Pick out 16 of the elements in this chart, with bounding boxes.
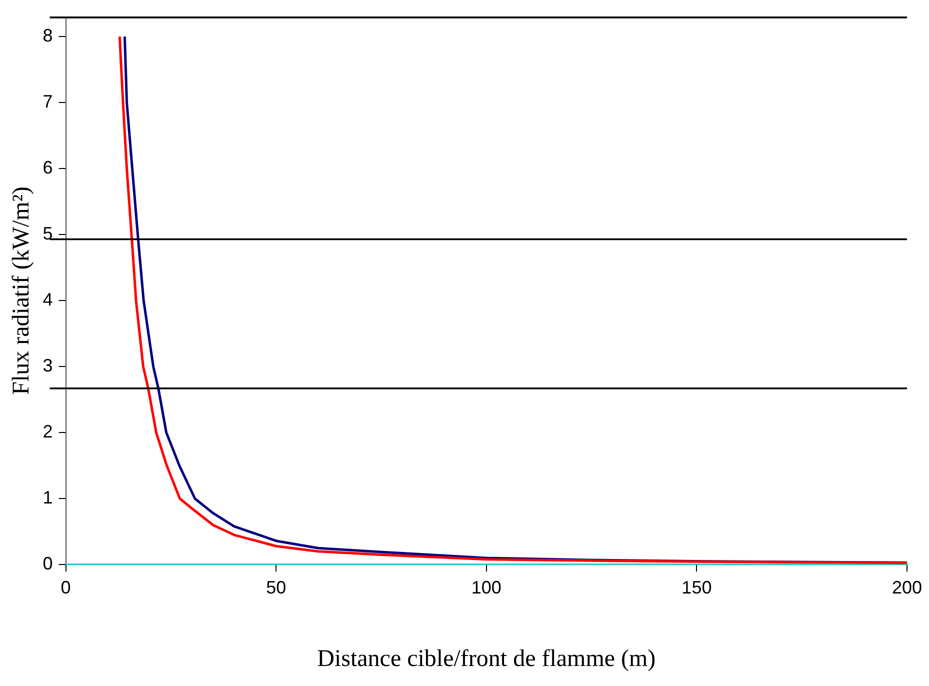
y-tick-label: 0 [42, 554, 53, 574]
y-axis-title: Flux radiatif (kW/m²) [8, 186, 35, 395]
y-tick-label: 6 [42, 158, 53, 178]
x-tick-label: 100 [471, 577, 502, 598]
y-tick-label: 2 [42, 422, 53, 442]
x-tick-label: 200 [892, 577, 922, 598]
y-tick-label: 3 [42, 356, 53, 376]
y-tick-label: 8 [42, 26, 53, 46]
x-tick-label: 0 [60, 577, 71, 598]
y-tick-label: 7 [42, 92, 53, 112]
y-tick-label: 5 [42, 224, 53, 244]
y-tick-label: 4 [42, 290, 53, 310]
x-tick-label: 150 [682, 577, 712, 598]
y-tick-label: 1 [42, 488, 53, 508]
x-tick-label: 50 [266, 577, 286, 598]
x-axis-title: Distance cible/front de flamme (m) [317, 646, 656, 672]
